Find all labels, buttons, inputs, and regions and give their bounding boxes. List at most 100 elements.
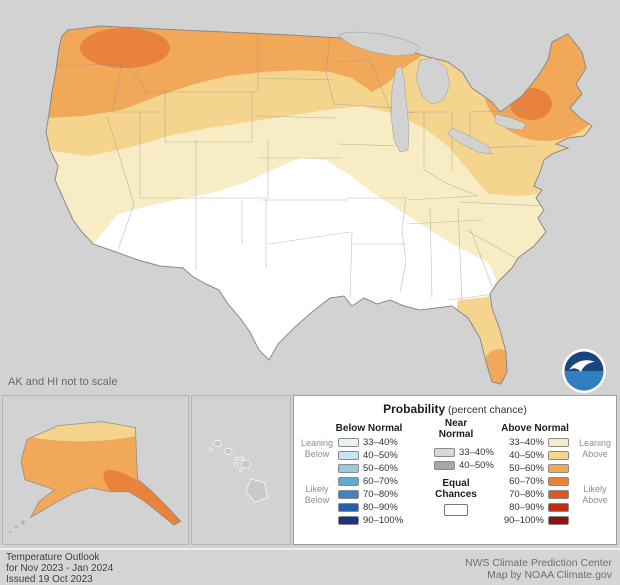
legend-swatch <box>338 477 359 486</box>
legend-item: 33–40% <box>434 446 501 459</box>
legend-item: 80–90% <box>338 501 405 514</box>
aleutian-island <box>14 525 18 529</box>
legend-swatch <box>548 451 569 460</box>
hawaii-map <box>208 440 268 503</box>
great-lakes <box>337 31 527 155</box>
island-lanai <box>233 462 239 467</box>
legend-label: 50–60% <box>509 463 544 474</box>
legend-label: 60–70% <box>363 476 398 487</box>
hawaii-islands <box>208 440 268 503</box>
alaska-outline <box>20 421 182 526</box>
island-hawaii <box>245 478 268 503</box>
legend-label: 40–50% <box>363 450 398 461</box>
noaa-gull-icon <box>569 360 595 372</box>
legend-item: 50–60% <box>502 462 569 475</box>
legend-equal-chances: Equal Chances <box>429 478 483 519</box>
island-kahoolawe <box>239 468 243 472</box>
legend-title-suffix: (percent chance) <box>445 404 527 416</box>
legend-item: 33–40% <box>502 436 569 449</box>
legend-rows-below: 33–40% 40–50% 50–60% 60–70% 70–80% 80–90% 90–1… <box>338 436 405 527</box>
lake-erie <box>447 127 493 155</box>
legend-label: 40–50% <box>459 460 494 471</box>
footer-bar: Temperature Outlook for Nov 2023 - Jan 2… <box>0 548 620 585</box>
legend-title: Probability (percent chance) <box>294 402 616 416</box>
alaska-inset <box>2 395 189 545</box>
legend-item: 50–60% <box>338 462 405 475</box>
legend-item: 40–50% <box>338 449 405 462</box>
aleutian-islands <box>8 520 25 534</box>
alaska-band-40-50 <box>21 421 179 442</box>
legend-group-likely-below: Likely Below <box>304 483 330 505</box>
island-kauai <box>213 440 222 448</box>
us-outline <box>45 25 593 385</box>
legend-header-near: Near Normal <box>438 418 474 440</box>
legend-swatch <box>434 461 455 470</box>
alaska-band-50-60 <box>21 421 181 526</box>
legend-label: 33–40% <box>459 447 494 458</box>
noaa-logo <box>562 349 606 393</box>
legend-item: 60–70% <box>502 475 569 488</box>
lake-superior <box>337 31 421 57</box>
legend-item: 90–100% <box>338 514 405 527</box>
legend-label: 90–100% <box>363 515 404 526</box>
footer-issued: Issued 19 Oct 2023 <box>6 574 93 585</box>
legend-swatch <box>338 503 359 512</box>
footer-period: for Nov 2023 - Jan 2024 <box>6 563 114 574</box>
legend-rows-near: 33–40% 40–50% <box>434 446 501 472</box>
legend-label: 60–70% <box>509 476 544 487</box>
lake-ontario <box>493 113 527 131</box>
legend-label: 90–100% <box>503 515 544 526</box>
island-niihau <box>208 447 213 452</box>
island-molokai <box>234 456 245 461</box>
legend-title-main: Probability <box>383 402 446 416</box>
aleutian-island <box>8 530 12 534</box>
legend-item: 40–50% <box>434 459 501 472</box>
legend-swatch <box>548 438 569 447</box>
legend-label: 33–40% <box>509 437 544 448</box>
legend-swatch <box>548 503 569 512</box>
legend-swatch <box>548 464 569 473</box>
legend-label: 33–40% <box>363 437 398 448</box>
legend-swatch <box>338 438 359 447</box>
legend-item: 40–50% <box>502 449 569 462</box>
island-maui <box>240 459 252 469</box>
legend-label: 50–60% <box>363 463 398 474</box>
scale-note: AK and HI not to scale <box>8 376 117 388</box>
legend-group-leaning-below: Leaning Below <box>300 438 334 459</box>
legend-equal-swatch <box>444 504 468 516</box>
legend-swatch <box>338 490 359 499</box>
state-borders <box>47 36 545 301</box>
legend-item: 70–80% <box>338 488 405 501</box>
footer-right: NWS Climate Prediction Center Map by NOA… <box>465 557 612 581</box>
legend-swatch <box>548 516 569 525</box>
alaska-map <box>8 421 182 534</box>
legend-header-below: Below Normal <box>335 423 403 434</box>
legend-swatch <box>434 448 455 457</box>
footer-title: Temperature Outlook <box>6 552 100 563</box>
legend-label: 70–80% <box>509 489 544 500</box>
legend-label: 80–90% <box>509 502 544 513</box>
legend-label: 40–50% <box>509 450 544 461</box>
probability-legend: Probability (percent chance) Below Norma… <box>293 395 617 545</box>
noaa-logo-sea <box>564 371 604 391</box>
footer-left: Temperature Outlook for Nov 2023 - Jan 2… <box>6 552 113 585</box>
footer-credit-climategov: Map by NOAA Climate.gov <box>487 569 612 581</box>
legend-group-leaning-above: Leaning Above <box>578 438 612 459</box>
legend-rows-above: 33–40% 40–50% 50–60% 60–70% 70–80% 80–90% 90–1… <box>502 436 569 527</box>
legend-label: 80–90% <box>363 502 398 513</box>
legend-swatch <box>548 477 569 486</box>
legend-equal-label: Equal Chances <box>435 478 477 500</box>
legend-swatch <box>338 464 359 473</box>
lake-huron <box>415 57 451 105</box>
legend-group-likely-above: Likely Above <box>582 483 608 505</box>
legend-swatch <box>548 490 569 499</box>
legend-item: 90–100% <box>502 514 569 527</box>
region-northwest-60-70 <box>80 28 170 68</box>
lake-michigan <box>390 65 410 153</box>
alaska-band-60-70 <box>103 470 181 526</box>
conus-map-area: AK and HI not to scale <box>8 25 606 393</box>
legend-swatch <box>338 451 359 460</box>
hawaii-inset <box>191 395 291 545</box>
legend-label: 70–80% <box>363 489 398 500</box>
